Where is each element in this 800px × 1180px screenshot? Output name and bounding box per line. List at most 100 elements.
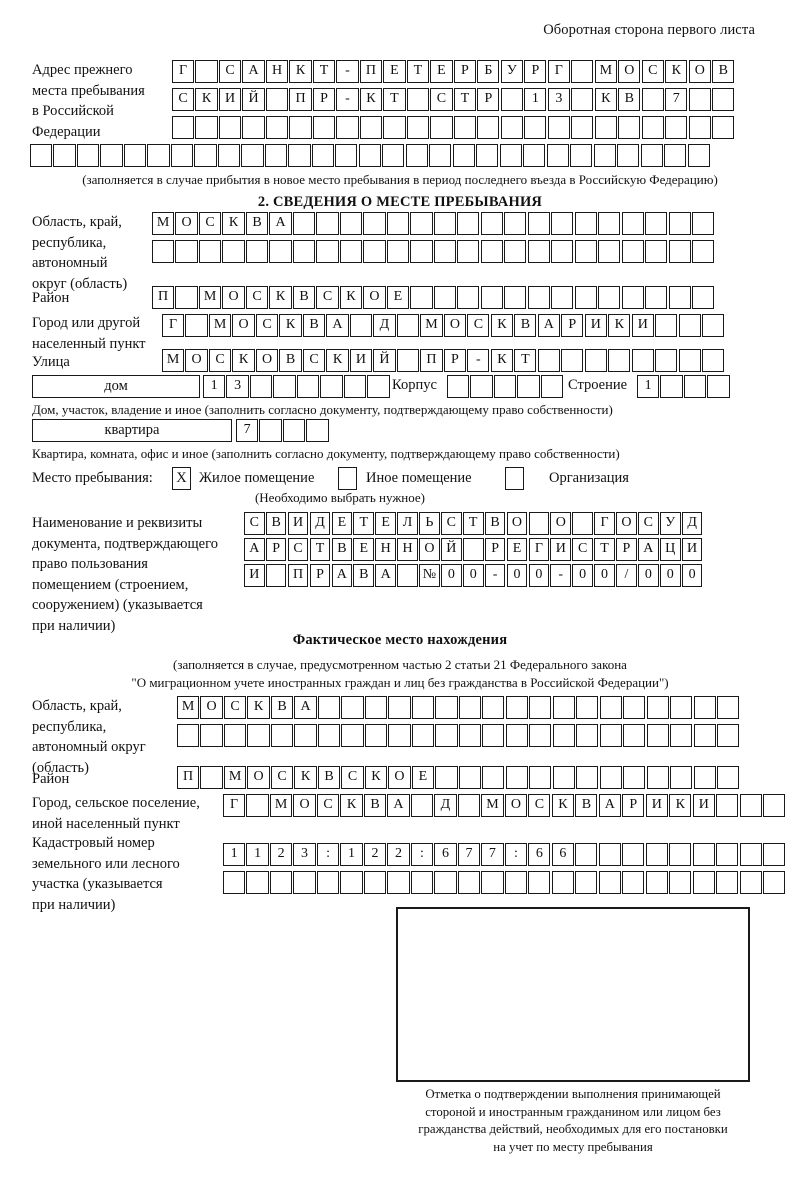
document-r2-cell-6[interactable]: Е xyxy=(353,538,375,561)
korpus-cell-5[interactable] xyxy=(540,375,564,398)
cadastral-r2-cell-13[interactable] xyxy=(504,871,527,894)
section3-region-r1-cell-18[interactable] xyxy=(576,696,599,719)
section2-region-r2-cell-6[interactable] xyxy=(269,240,292,263)
section3-district-cell-3[interactable]: М xyxy=(223,766,247,789)
previous-address-r2-cell-5[interactable] xyxy=(265,88,289,111)
section2-region-row-2[interactable] xyxy=(152,240,715,263)
previous-address-r4-cell-14[interactable] xyxy=(335,144,358,167)
section2-region-r2-cell-22[interactable] xyxy=(645,240,668,263)
section2-city-cell-4[interactable]: О xyxy=(232,314,255,337)
document-r3-cell-18[interactable]: / xyxy=(616,564,637,587)
previous-address-r4-cell-2[interactable] xyxy=(53,144,76,167)
section2-district-cell-20[interactable] xyxy=(598,286,621,309)
previous-address-r4-cell-19[interactable] xyxy=(452,144,475,167)
previous-address-r3-cell-14[interactable] xyxy=(477,116,500,139)
document-r1-cell-11[interactable]: Т xyxy=(462,512,484,535)
house-number-cell-6[interactable] xyxy=(320,375,343,398)
section2-street-cell-15[interactable]: К xyxy=(490,349,513,372)
stroenie-cell-2[interactable] xyxy=(660,375,683,398)
previous-address-r1-cell-14[interactable]: Б xyxy=(477,60,500,83)
section3-city-cell-7[interactable]: В xyxy=(363,794,387,817)
korpus-cell-2[interactable] xyxy=(470,375,493,398)
section2-region-r1-cell-17[interactable] xyxy=(527,212,550,235)
section2-street-cell-2[interactable]: О xyxy=(185,349,208,372)
document-r1-cell-20[interactable]: У xyxy=(659,512,681,535)
section3-district-cell-5[interactable]: С xyxy=(270,766,294,789)
section3-city-cell-5[interactable]: С xyxy=(316,794,340,817)
section3-city-cell-2[interactable] xyxy=(246,794,269,817)
cadastral-r2-cell-22[interactable] xyxy=(716,871,739,894)
flat-number-cell-1[interactable]: 7 xyxy=(236,419,259,442)
previous-address-r4-cell-11[interactable] xyxy=(264,144,288,167)
previous-address-r4-cell-27[interactable] xyxy=(640,144,663,167)
document-r2-cell-20[interactable]: Ц xyxy=(659,538,681,561)
document-r3-cell-7[interactable]: А xyxy=(375,564,396,587)
section2-district-cell-16[interactable] xyxy=(504,286,527,309)
korpus-cell-1[interactable] xyxy=(447,375,470,398)
cadastral-r2-cell-16[interactable] xyxy=(575,871,598,894)
section2-district-cell-1[interactable]: П xyxy=(152,286,175,309)
document-r2-cell-15[interactable]: И xyxy=(550,538,572,561)
section2-city-cell-23[interactable] xyxy=(678,314,701,337)
section2-region-r1-cell-5[interactable]: В xyxy=(245,212,269,235)
section2-city-cell-11[interactable] xyxy=(396,314,420,337)
section2-region-r2-cell-8[interactable] xyxy=(316,240,339,263)
section3-district-cell-24[interactable] xyxy=(717,766,740,789)
cadastral-r2-cell-21[interactable] xyxy=(692,871,715,894)
section3-city-cell-8[interactable]: А xyxy=(387,794,410,817)
previous-address-r2-cell-14[interactable]: Р xyxy=(477,88,500,111)
section2-district-cell-4[interactable]: О xyxy=(222,286,245,309)
section3-city-cell-9[interactable] xyxy=(410,794,434,817)
previous-address-r2-cell-18[interactable] xyxy=(571,88,594,111)
section3-district-cell-6[interactable]: К xyxy=(294,766,317,789)
previous-address-r4-cell-18[interactable] xyxy=(429,144,452,167)
previous-address-r2-cell-24[interactable] xyxy=(712,88,735,111)
section2-region-r2-cell-9[interactable] xyxy=(339,240,363,263)
cadastral-r2-cell-9[interactable] xyxy=(410,871,434,894)
section3-district-cell-1[interactable]: П xyxy=(177,766,200,789)
section2-region-r1-cell-12[interactable] xyxy=(410,212,433,235)
section3-city-cell-14[interactable]: С xyxy=(528,794,551,817)
section2-city-cell-5[interactable]: С xyxy=(255,314,279,337)
cadastral-r2-cell-15[interactable] xyxy=(551,871,574,894)
section2-city-cell-20[interactable]: К xyxy=(608,314,631,337)
previous-address-r1-cell-15[interactable]: У xyxy=(500,60,523,83)
previous-address-r3-cell-2[interactable] xyxy=(195,116,218,139)
section2-region-r2-cell-15[interactable] xyxy=(480,240,503,263)
document-r3-cell-8[interactable] xyxy=(397,564,418,587)
section2-region-r2-cell-1[interactable] xyxy=(152,240,175,263)
document-r3-cell-12[interactable]: - xyxy=(484,564,506,587)
section3-district-cell-2[interactable] xyxy=(200,766,223,789)
section2-region-r1-cell-6[interactable]: А xyxy=(269,212,292,235)
cadastral-r2-cell-10[interactable] xyxy=(434,871,457,894)
previous-address-r1-cell-1[interactable]: Г xyxy=(172,60,195,83)
document-r3-cell-16[interactable]: 0 xyxy=(572,564,593,587)
section3-region-r1-cell-6[interactable]: А xyxy=(294,696,317,719)
section2-region-r2-cell-5[interactable] xyxy=(245,240,269,263)
cadastral-r1-cell-9[interactable]: : xyxy=(410,843,434,866)
section2-street-cell-14[interactable]: - xyxy=(467,349,490,372)
section2-region-r1-cell-15[interactable] xyxy=(480,212,503,235)
section2-city-cell-9[interactable] xyxy=(349,314,373,337)
section2-region-r2-cell-19[interactable] xyxy=(574,240,597,263)
section3-city-cell-6[interactable]: К xyxy=(340,794,363,817)
previous-address-r2-cell-12[interactable]: С xyxy=(430,88,453,111)
previous-address-r4-cell-21[interactable] xyxy=(499,144,522,167)
document-r2-cell-2[interactable]: Р xyxy=(265,538,287,561)
section2-district-cell-24[interactable] xyxy=(692,286,715,309)
previous-address-r4-cell-13[interactable] xyxy=(311,144,334,167)
cadastral-r1-cell-1[interactable]: 1 xyxy=(223,843,246,866)
document-r1-cell-8[interactable]: Л xyxy=(397,512,418,535)
house-number-cell-7[interactable] xyxy=(343,375,367,398)
previous-address-r2-cell-8[interactable]: - xyxy=(336,88,359,111)
previous-address-r2-cell-13[interactable]: Т xyxy=(453,88,476,111)
flat-number-cells[interactable]: 7 xyxy=(236,419,329,442)
section2-district-cell-22[interactable] xyxy=(645,286,668,309)
previous-address-r3-cell-4[interactable] xyxy=(242,116,265,139)
section2-region-r1-cell-21[interactable] xyxy=(621,212,644,235)
previous-address-r1-cell-9[interactable]: П xyxy=(359,60,383,83)
section2-region-r1-cell-13[interactable] xyxy=(433,212,456,235)
